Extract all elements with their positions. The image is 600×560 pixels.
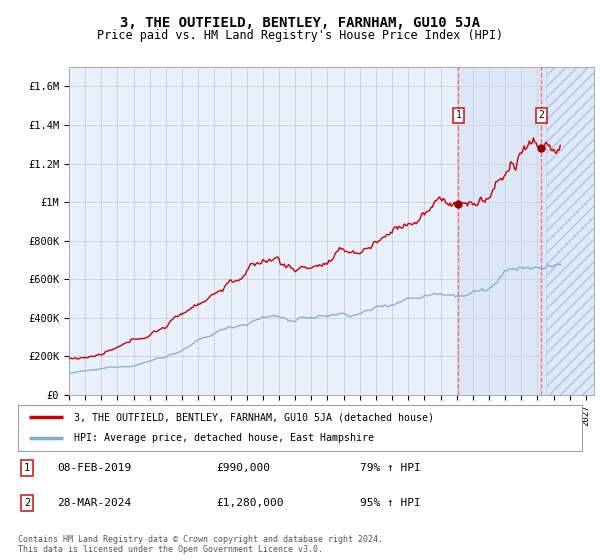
- Text: 2: 2: [539, 110, 544, 120]
- Text: Contains HM Land Registry data © Crown copyright and database right 2024.
This d: Contains HM Land Registry data © Crown c…: [18, 535, 383, 554]
- Text: 1: 1: [24, 463, 30, 473]
- Text: 79% ↑ HPI: 79% ↑ HPI: [360, 463, 421, 473]
- Text: Price paid vs. HM Land Registry's House Price Index (HPI): Price paid vs. HM Land Registry's House …: [97, 29, 503, 42]
- Text: 2: 2: [24, 498, 30, 508]
- Bar: [545, 67, 600, 395]
- Text: 28-MAR-2024: 28-MAR-2024: [57, 498, 131, 508]
- Text: 3, THE OUTFIELD, BENTLEY, FARNHAM, GU10 5JA: 3, THE OUTFIELD, BENTLEY, FARNHAM, GU10 …: [120, 16, 480, 30]
- Text: 95% ↑ HPI: 95% ↑ HPI: [360, 498, 421, 508]
- Text: 3, THE OUTFIELD, BENTLEY, FARNHAM, GU10 5JA (detached house): 3, THE OUTFIELD, BENTLEY, FARNHAM, GU10 …: [74, 412, 434, 422]
- Text: £990,000: £990,000: [216, 463, 270, 473]
- Text: HPI: Average price, detached house, East Hampshire: HPI: Average price, detached house, East…: [74, 433, 374, 444]
- Bar: [458, 67, 545, 395]
- Text: 08-FEB-2019: 08-FEB-2019: [57, 463, 131, 473]
- Text: 1: 1: [455, 110, 461, 120]
- Text: £1,280,000: £1,280,000: [216, 498, 284, 508]
